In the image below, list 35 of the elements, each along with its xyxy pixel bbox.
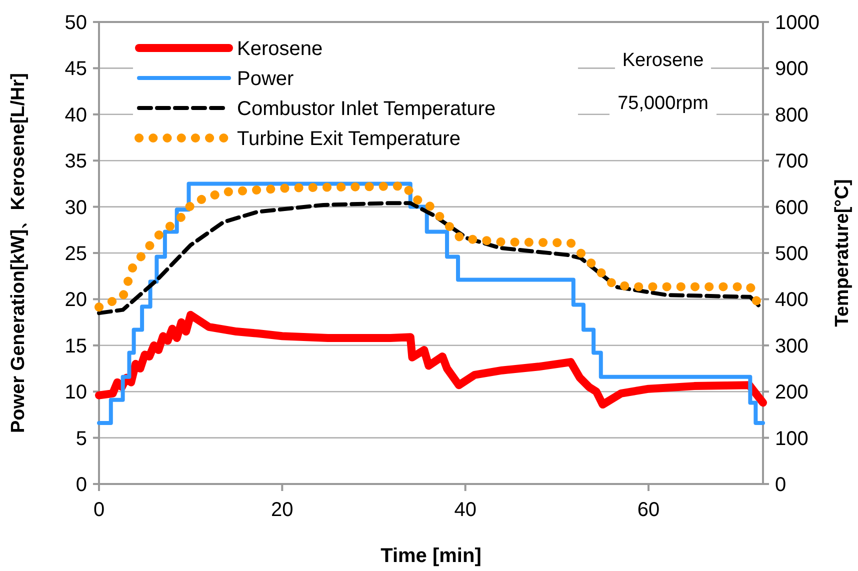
y2-tick-label: 1000 [775, 12, 820, 34]
y2-tick-label: 400 [775, 289, 808, 312]
y-tick-label: 20 [64, 289, 87, 312]
y-tick-label: 35 [64, 150, 87, 173]
y-tick-label: 10 [64, 382, 87, 404]
legend-label: Kerosene [237, 38, 323, 60]
y-tick-label: 15 [64, 335, 87, 358]
y-tick-label: 0 [76, 474, 87, 496]
x-axis-title: Time [min] [380, 545, 482, 567]
y-axis-title: Power Generation[kW]、Kerosene[L/Hr] [8, 73, 29, 433]
y-tick-label: 25 [64, 243, 87, 265]
y-tick-label: 40 [64, 104, 87, 126]
y-tick-label: 5 [76, 428, 87, 450]
y2-axis-title: Temperature[°C] [832, 179, 853, 327]
y2-tick-label: 200 [775, 382, 808, 404]
y-tick-label: 50 [64, 12, 87, 34]
y2-tick-label: 0 [775, 474, 786, 496]
x-tick-label: 0 [93, 499, 105, 521]
x-tick-label: 20 [271, 499, 294, 521]
legend-label: Turbine Exit Temperature [237, 128, 460, 150]
y2-tick-label: 100 [775, 428, 808, 450]
annotation: Kerosene [622, 50, 704, 71]
y2-tick-label: 900 [775, 58, 808, 80]
y-tick-label: 30 [64, 196, 87, 219]
y2-tick-label: 800 [775, 104, 808, 126]
y-tick-label: 45 [64, 58, 87, 80]
y2-tick-label: 300 [775, 335, 808, 358]
legend-label: Combustor Inlet Temperature [237, 98, 496, 120]
y2-tick-label: 700 [775, 150, 808, 173]
y2-tick-label: 600 [775, 196, 808, 219]
legend-label: Power [237, 68, 294, 90]
y2-tick-label: 500 [775, 243, 808, 265]
annotation: 75,000rpm [618, 93, 708, 114]
x-tick-label: 40 [454, 499, 476, 521]
x-tick-label: 60 [637, 499, 660, 521]
